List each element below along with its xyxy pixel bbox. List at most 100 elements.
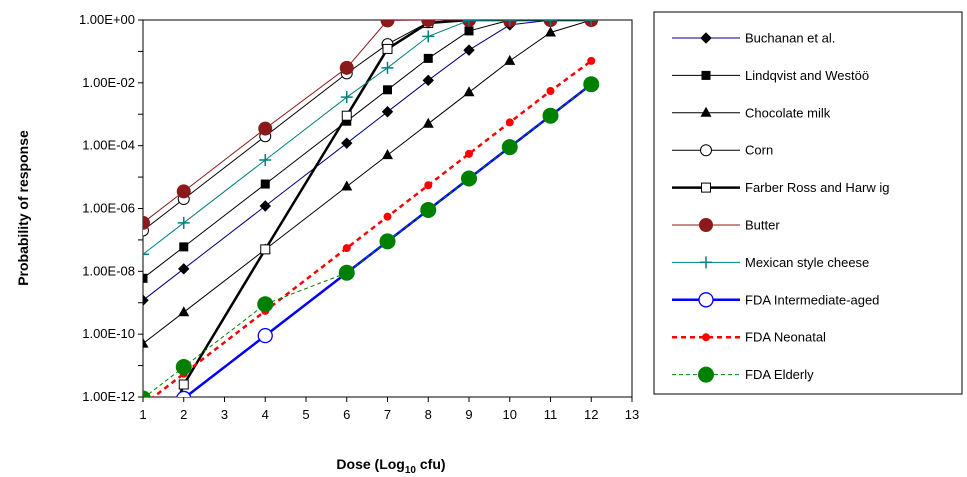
legend-label: FDA Neonatal [745, 330, 826, 345]
series-line [143, 20, 592, 224]
x-tick-label: 5 [302, 407, 309, 422]
legend-marker [700, 32, 712, 44]
legend: Buchanan et al. Lindqvist and Westöö Choco… [672, 31, 890, 383]
legend-marker [702, 333, 710, 342]
series-line [143, 83, 592, 397]
data-point [463, 44, 475, 56]
series-6 [143, 20, 598, 261]
data-point [383, 212, 392, 221]
x-axis-title: Dose (Log10 cfu) [336, 456, 445, 476]
series-layer [136, 20, 600, 437]
data-point [504, 54, 516, 65]
data-point [422, 117, 434, 128]
legend-label: Chocolate milk [745, 105, 831, 120]
series-5 [143, 20, 599, 230]
legend-item: Chocolate milk [672, 105, 831, 120]
data-point [461, 170, 477, 187]
data-point [421, 20, 436, 27]
legend-marker [698, 366, 714, 383]
legend-item: Buchanan et al. [672, 31, 835, 46]
data-point [260, 244, 271, 255]
y-tick-label: 1.00E-06 [82, 201, 135, 216]
x-tick-label: 10 [503, 407, 517, 422]
legend-label: Corn [745, 143, 773, 158]
legend-label: FDA Elderly [745, 367, 814, 382]
plot-area [142, 19, 633, 398]
data-point [381, 106, 394, 118]
x-axis: 1 2 3 4 5 6 7 8 9 10 11 12 13 [139, 397, 639, 422]
data-point [341, 110, 352, 121]
x-axis-title-main: Dose (Log [336, 456, 404, 472]
legend-marker [698, 292, 714, 308]
data-point [176, 184, 191, 199]
series-line [143, 20, 592, 255]
x-tick-label: 4 [262, 407, 269, 422]
data-point [340, 91, 353, 104]
legend-marker [700, 144, 712, 157]
legend-marker [700, 106, 712, 117]
data-point [342, 116, 352, 126]
data-point [382, 43, 393, 54]
y-tick-label: 1.00E-02 [82, 75, 135, 90]
x-tick-label: 6 [343, 407, 350, 422]
data-point [587, 56, 596, 65]
data-point [463, 86, 475, 97]
data-point [176, 390, 192, 397]
legend-item: FDA Elderly [672, 366, 814, 383]
data-point [143, 215, 150, 230]
x-axis-title-suffix: cfu) [416, 456, 446, 472]
data-point [420, 201, 437, 218]
x-tick-label: 11 [544, 407, 558, 422]
data-point [179, 242, 189, 252]
y-tick-label: 1.00E-04 [82, 138, 135, 153]
data-point [501, 139, 518, 156]
data-point [259, 200, 271, 212]
legend-marker [699, 218, 713, 232]
data-point [136, 423, 150, 437]
data-point [257, 327, 273, 344]
data-point [341, 180, 353, 191]
x-tick-label: 3 [221, 407, 228, 422]
x-axis-title-sub: 10 [405, 465, 417, 476]
x-tick-label: 13 [625, 407, 639, 422]
series-line [143, 20, 592, 344]
data-point [382, 149, 393, 160]
data-point [383, 85, 392, 95]
data-point [424, 181, 433, 190]
legend-item: Farber Ross and Harw ig [672, 180, 890, 195]
data-point [422, 74, 434, 87]
data-point [381, 61, 394, 74]
data-point [260, 179, 270, 189]
legend-label: Mexican style cheese [745, 255, 869, 270]
data-point [259, 153, 272, 166]
data-point [178, 263, 190, 275]
data-point [503, 20, 516, 26]
y-axis: 1.00E-12 1.00E-10 1.00E-08 1.00E-06 1.00E-04… [79, 12, 143, 404]
legend-marker [700, 256, 712, 269]
data-point [178, 306, 190, 317]
data-point [380, 20, 395, 28]
data-point [342, 244, 351, 253]
data-point [546, 86, 555, 95]
x-tick-label: 9 [465, 407, 472, 422]
legend-label: Buchanan et al. [745, 31, 835, 46]
data-point [143, 248, 149, 261]
data-point [505, 118, 514, 127]
x-tick-label: 2 [180, 407, 187, 422]
legend-item: FDA Intermediate-aged [672, 292, 879, 308]
legend-marker [701, 70, 711, 80]
data-point [178, 379, 189, 390]
data-point [465, 149, 473, 158]
legend-label: Farber Ross and Harw ig [745, 180, 890, 195]
legend-item: Lindqvist and Westöö [672, 68, 869, 83]
series-2 [143, 20, 597, 348]
legend-item: Mexican style cheese [672, 255, 869, 270]
x-tick-label: 8 [425, 407, 432, 422]
series-line [143, 20, 592, 301]
data-point [464, 26, 474, 36]
x-tick-label: 1 [139, 407, 146, 422]
data-point [143, 337, 149, 348]
data-point [463, 20, 475, 27]
data-point [143, 294, 149, 306]
legend-label: Lindqvist and Westöö [745, 68, 869, 83]
